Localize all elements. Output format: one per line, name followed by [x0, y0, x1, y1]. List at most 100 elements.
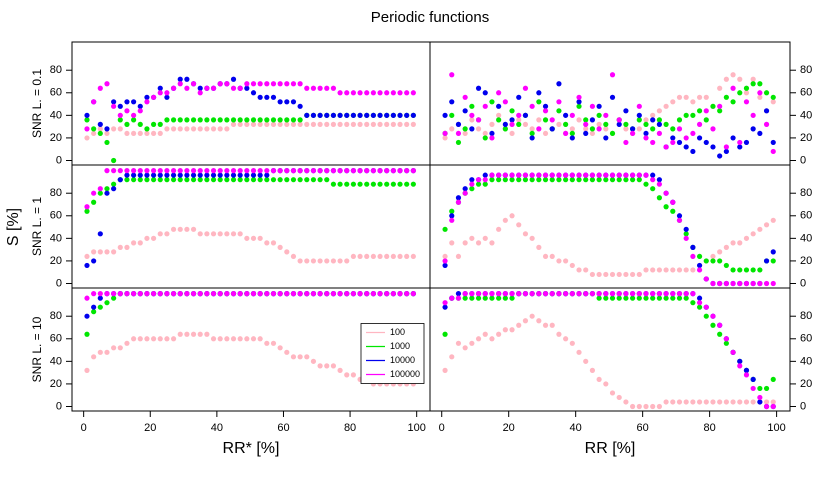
point: [690, 148, 696, 155]
point: [770, 280, 776, 287]
point: [390, 168, 396, 174]
point: [670, 267, 676, 273]
point: [384, 291, 390, 297]
legend-label: 100000: [390, 369, 420, 379]
point: [489, 135, 495, 141]
point: [157, 121, 163, 127]
point: [737, 76, 743, 82]
point: [117, 112, 123, 118]
point: [442, 135, 448, 141]
point: [676, 94, 683, 100]
point: [177, 331, 183, 337]
point: [244, 168, 250, 174]
point: [469, 103, 475, 109]
point: [616, 291, 622, 297]
point: [690, 130, 696, 137]
point: [137, 177, 143, 183]
point: [317, 168, 323, 174]
point: [542, 322, 549, 328]
x-tick-label: 80: [344, 422, 356, 434]
y-tick-label: 80: [50, 64, 62, 76]
point: [730, 267, 736, 273]
point: [609, 72, 616, 78]
point: [630, 295, 636, 301]
point: [442, 367, 448, 373]
point: [656, 295, 662, 301]
point: [97, 349, 103, 355]
point: [350, 168, 357, 174]
point: [157, 177, 163, 183]
y-tick-label: 60: [800, 87, 812, 99]
point: [124, 244, 130, 250]
point: [344, 372, 350, 378]
point: [636, 177, 642, 183]
point: [522, 112, 529, 118]
point: [496, 172, 502, 178]
point: [723, 399, 729, 405]
point: [117, 244, 123, 250]
y-tick-label: 60: [800, 210, 812, 222]
point: [469, 186, 475, 192]
point: [124, 177, 130, 183]
point: [516, 222, 522, 228]
point: [730, 399, 736, 405]
point: [569, 262, 575, 269]
point: [91, 126, 97, 132]
point: [131, 177, 137, 183]
point: [117, 103, 123, 109]
point: [157, 172, 163, 178]
point: [384, 112, 390, 118]
point: [91, 304, 97, 310]
point: [730, 240, 736, 246]
point: [623, 291, 629, 297]
point: [475, 117, 482, 123]
point: [609, 94, 616, 100]
point: [516, 322, 522, 328]
point: [144, 177, 150, 183]
point: [549, 117, 555, 123]
point: [304, 291, 310, 297]
point: [324, 363, 330, 369]
point: [384, 253, 390, 260]
point: [750, 267, 756, 273]
point: [377, 90, 383, 96]
point: [563, 130, 569, 137]
point: [529, 291, 535, 297]
point: [496, 117, 502, 123]
point: [131, 336, 137, 342]
point: [210, 172, 217, 178]
point: [757, 81, 763, 87]
legend-label: 10000: [390, 355, 415, 365]
point: [442, 258, 448, 264]
point: [509, 172, 515, 178]
point: [542, 103, 549, 109]
point: [536, 117, 542, 123]
point: [455, 199, 462, 205]
point: [576, 117, 582, 123]
point: [763, 385, 770, 392]
point: [377, 253, 383, 260]
point: [542, 117, 549, 123]
point: [683, 399, 689, 405]
point: [344, 90, 350, 96]
point: [710, 144, 716, 150]
point: [364, 253, 370, 260]
point: [763, 280, 770, 287]
point: [656, 117, 662, 123]
point: [616, 172, 622, 178]
point: [442, 300, 448, 306]
point: [324, 112, 330, 118]
point: [743, 85, 750, 91]
point: [250, 117, 257, 123]
point: [650, 267, 656, 273]
point: [210, 85, 217, 91]
point: [509, 295, 515, 301]
point: [743, 235, 750, 241]
point: [377, 112, 383, 118]
point: [224, 126, 230, 132]
point: [475, 336, 482, 342]
point: [475, 181, 482, 187]
point: [482, 331, 488, 337]
point: [717, 108, 723, 114]
point: [609, 130, 616, 137]
